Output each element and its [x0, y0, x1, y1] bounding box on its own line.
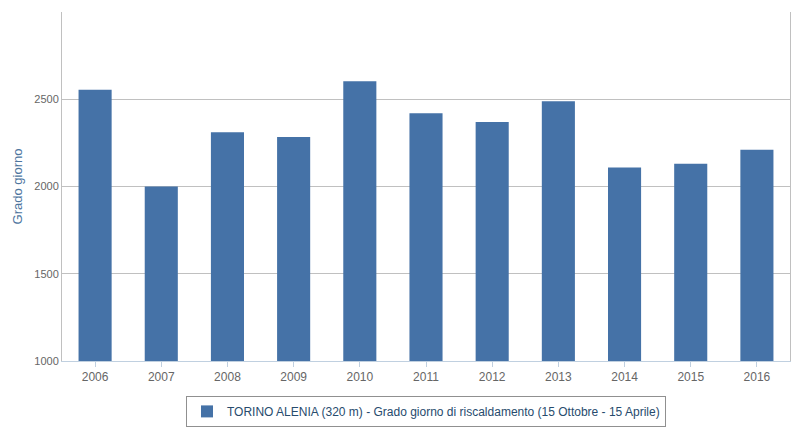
svg-text:2011: 2011 [413, 370, 439, 384]
svg-text:1500: 1500 [34, 268, 58, 280]
svg-text:2008: 2008 [214, 370, 241, 384]
svg-text:2016: 2016 [744, 370, 771, 384]
svg-text:2009: 2009 [280, 370, 307, 384]
svg-text:2010: 2010 [346, 370, 373, 384]
svg-text:2000: 2000 [34, 180, 58, 192]
svg-text:2007: 2007 [148, 370, 175, 384]
svg-text:2013: 2013 [545, 370, 572, 384]
svg-text:2012: 2012 [479, 370, 506, 384]
svg-text:TORINO ALENIA (320 m) - Grado: TORINO ALENIA (320 m) - Grado giorno di … [227, 405, 660, 419]
svg-text:1000: 1000 [34, 355, 58, 367]
svg-text:2006: 2006 [82, 370, 109, 384]
svg-text:2014: 2014 [611, 370, 638, 384]
svg-text:Grado giorno: Grado giorno [10, 149, 25, 225]
svg-text:2500: 2500 [34, 93, 58, 105]
svg-text:2015: 2015 [677, 370, 704, 384]
